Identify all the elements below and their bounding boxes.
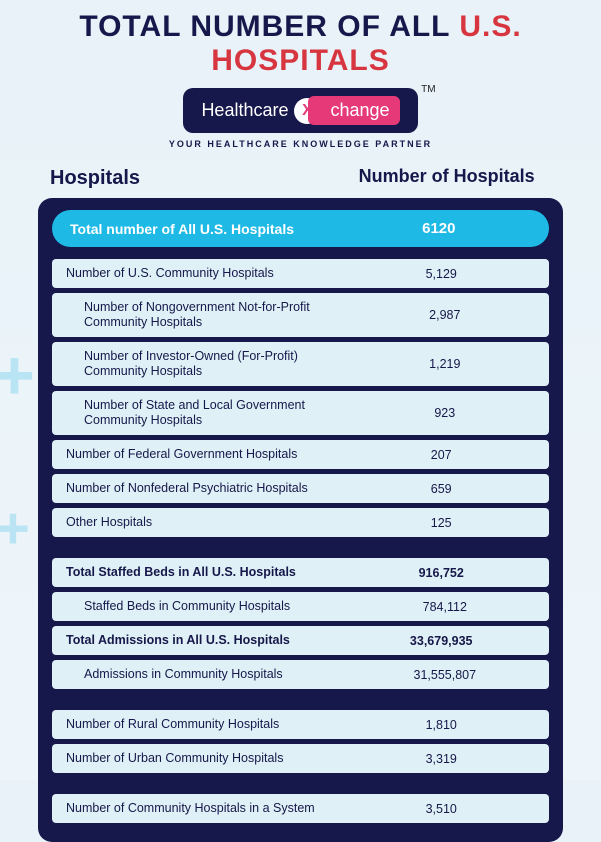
row-value: 2,987 — [355, 308, 535, 322]
row-value: 659 — [347, 482, 535, 496]
row-label: Number of Federal Government Hospitals — [66, 447, 347, 462]
row-value: 3,510 — [347, 802, 535, 816]
col-header-hospitals: Hospitals — [50, 167, 342, 190]
row-label: Number of State and Local Government Com… — [66, 398, 355, 428]
table-row: Number of Community Hospitals in a Syste… — [52, 794, 549, 823]
row-label: Number of Urban Community Hospitals — [66, 751, 347, 766]
row-label: Other Hospitals — [66, 515, 347, 530]
column-headers: Hospitals Number of Hospitals — [0, 167, 601, 190]
total-row: Total number of All U.S. Hospitals 6120 — [52, 210, 549, 247]
row-label: Total Staffed Beds in All U.S. Hospitals — [66, 565, 347, 580]
logo-tagline: YOUR HEALTHCARE KNOWLEDGE PARTNER — [169, 139, 432, 149]
logo-badge: Healthcare X change TM — [183, 88, 417, 133]
row-value: 125 — [347, 516, 535, 530]
table-row: Admissions in Community Hospitals31,555,… — [52, 660, 549, 689]
section-gap — [52, 694, 549, 710]
table-row: Staffed Beds in Community Hospitals784,1… — [52, 592, 549, 621]
row-value: 1,810 — [347, 718, 535, 732]
section-gap — [52, 778, 549, 794]
table-row: Number of Investor-Owned (For-Profit) Co… — [52, 342, 549, 386]
row-value: 1,219 — [355, 357, 535, 371]
row-label: Number of Nonfederal Psychiatric Hospita… — [66, 481, 347, 496]
row-value: 784,112 — [355, 600, 535, 614]
table-row: Other Hospitals125 — [52, 508, 549, 537]
row-value: 916,752 — [347, 566, 535, 580]
row-value: 31,555,807 — [355, 668, 535, 682]
logo: Healthcare X change TM YOUR HEALTHCARE K… — [0, 88, 601, 149]
row-value: 207 — [347, 448, 535, 462]
table-row: Number of Urban Community Hospitals3,319 — [52, 744, 549, 773]
table-row: Number of Nonfederal Psychiatric Hospita… — [52, 474, 549, 503]
row-value: 3,319 — [347, 752, 535, 766]
row-value: 923 — [355, 406, 535, 420]
section-gap — [52, 542, 549, 558]
table-row: Number of State and Local Government Com… — [52, 391, 549, 435]
table-row: Number of Rural Community Hospitals1,810 — [52, 710, 549, 739]
data-panel: Total number of All U.S. Hospitals 6120 … — [38, 198, 563, 842]
col-header-number: Number of Hospitals — [342, 167, 551, 190]
logo-text-right: change — [308, 96, 399, 125]
row-label: Total Admissions in All U.S. Hospitals — [66, 633, 347, 648]
row-value: 5,129 — [347, 267, 535, 281]
row-label: Number of Investor-Owned (For-Profit) Co… — [66, 349, 355, 379]
row-label: Admissions in Community Hospitals — [66, 667, 355, 682]
row-label: Staffed Beds in Community Hospitals — [66, 599, 355, 614]
table-row: Total Admissions in All U.S. Hospitals33… — [52, 626, 549, 655]
row-label: Number of Community Hospitals in a Syste… — [66, 801, 347, 816]
table-row: Total Staffed Beds in All U.S. Hospitals… — [52, 558, 549, 587]
logo-text-left: Healthcare — [201, 100, 288, 121]
table-row: Number of U.S. Community Hospitals5,129 — [52, 259, 549, 288]
page-title: TOTAL NUMBER OF ALL U.S. HOSPITALS — [0, 0, 601, 78]
plus-decoration: + — [0, 340, 35, 410]
row-value: 33,679,935 — [347, 634, 535, 648]
logo-tm: TM — [421, 84, 435, 95]
total-value: 6120 — [347, 220, 531, 237]
table-row: Number of Federal Government Hospitals20… — [52, 440, 549, 469]
row-label: Number of U.S. Community Hospitals — [66, 266, 347, 281]
table-row: Number of Nongovernment Not-for-Profit C… — [52, 293, 549, 337]
plus-decoration: + — [0, 500, 30, 558]
row-label: Number of Rural Community Hospitals — [66, 717, 347, 732]
row-label: Number of Nongovernment Not-for-Profit C… — [66, 300, 355, 330]
total-label: Total number of All U.S. Hospitals — [70, 221, 347, 237]
